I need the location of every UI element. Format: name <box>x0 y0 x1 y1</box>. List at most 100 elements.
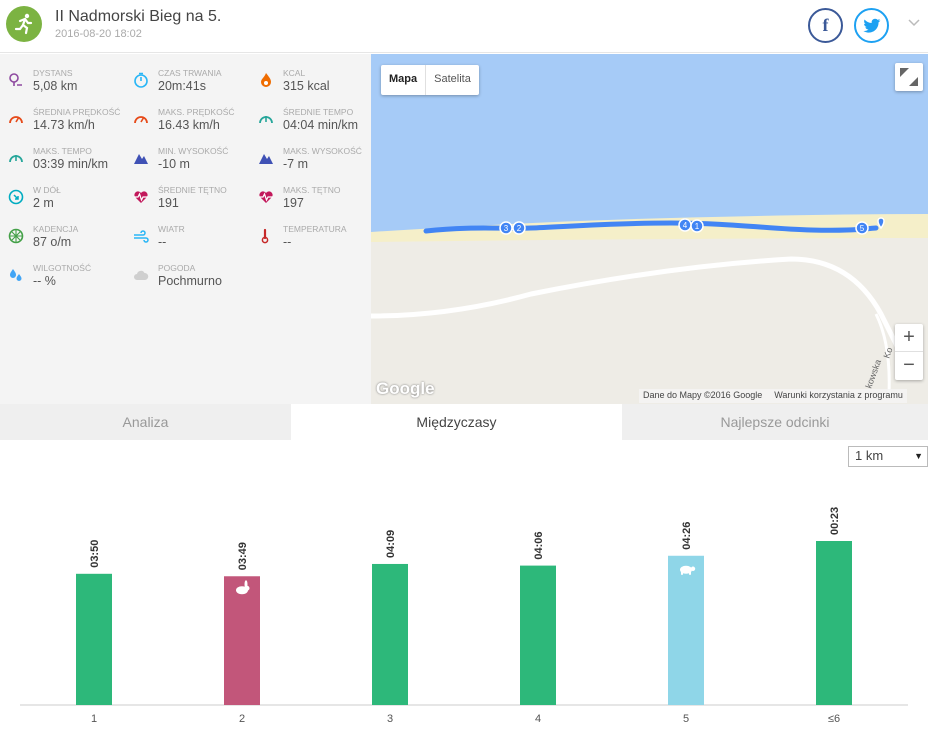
heart-rate-icon <box>133 189 149 205</box>
stat-value: -- <box>283 235 292 249</box>
heart-rate-icon <box>258 189 274 205</box>
bar-value-label: 04:26 <box>681 522 693 550</box>
split-marker-label: 3 <box>504 224 509 233</box>
pace-gauge-icon <box>8 150 24 166</box>
stat-value: 191 <box>158 196 179 210</box>
distance-pin-icon <box>8 72 24 88</box>
pace-gauge-icon <box>258 111 274 127</box>
stat-label: POGODA <box>158 263 196 273</box>
map-type-switch: Mapa Satelita <box>381 65 479 95</box>
fullscreen-button[interactable] <box>895 63 923 91</box>
analysis-tabs: Analiza Międzyczasy Najlepsze odcinki <box>0 404 928 440</box>
map-data-credit: Dane do Mapy ©2016 Google <box>643 390 763 400</box>
split-marker-3 <box>499 221 513 235</box>
bar-value-label: 04:09 <box>385 530 397 558</box>
tab-analiza[interactable]: Analiza <box>122 414 169 430</box>
stat-value: 14.73 km/h <box>33 118 95 132</box>
stat-label: TEMPERATURA <box>283 224 347 234</box>
split-marker-1 <box>690 219 704 233</box>
stat-label: DYSTANS <box>33 68 73 78</box>
stat-label: ŚREDNIA PRĘDKOŚĆ <box>33 107 121 117</box>
bar-2[interactable] <box>224 576 260 705</box>
stat-mountain: MIN. WYSOKOŚĆ -10 m <box>125 138 250 174</box>
stat-label: WILGOTNOŚĆ <box>33 263 92 273</box>
zoom-out-button[interactable]: − <box>903 354 915 376</box>
tab-najlepsze-odcinki[interactable]: Najlepsze odcinki <box>720 414 830 430</box>
zoom-in-button[interactable]: + <box>895 324 923 352</box>
stat-stopwatch: CZAS TRWANIA 20m:41s <box>125 60 250 96</box>
map-terms-link[interactable]: Warunki korzystania z programu <box>774 390 903 400</box>
stat-value: -10 m <box>158 157 190 171</box>
split-distance-select[interactable]: 1 km ▼ <box>848 446 928 467</box>
split-marker-5 <box>855 221 869 235</box>
map-attribution: Dane do Mapy ©2016 Google Warunki korzys… <box>639 389 907 403</box>
google-logo: Google <box>376 379 435 398</box>
wind-icon <box>133 228 149 244</box>
x-tick-label: 2 <box>239 713 245 725</box>
map-type-mapa[interactable]: Mapa <box>381 65 427 95</box>
thermometer-icon <box>258 228 274 244</box>
stat-label: WIATR <box>158 224 185 234</box>
stat-cadence-wheel: KADENCJA 87 o/m <box>0 216 125 252</box>
stat-label: MAKS. WYSOKOŚĆ <box>283 146 362 156</box>
tab-miedzyczasy[interactable]: Międzyczasy <box>291 404 622 440</box>
stat-cloud: POGODA Pochmurno <box>125 255 250 291</box>
descent-icon <box>8 189 24 205</box>
stat-flame: KCAL 315 kcal <box>250 60 375 96</box>
stat-value: 04:04 min/km <box>283 118 359 132</box>
split-marker-label: 2 <box>517 224 522 233</box>
stat-label: MAKS. PRĘDKOŚĆ <box>158 107 235 117</box>
speedometer-icon <box>133 111 149 127</box>
twitter-icon <box>862 18 880 33</box>
stats-panel: DYSTANS 5,08 km CZAS TRWANIA 20m:41s KCAL 315… <box>0 54 371 404</box>
split-marker-label: 5 <box>860 224 865 233</box>
split-distance-value: 1 km <box>855 448 884 463</box>
twitter-share-button[interactable] <box>854 8 889 43</box>
bar-≤6[interactable] <box>816 541 852 705</box>
split-marker-label: 1 <box>695 222 700 231</box>
bar-value-label: 00:23 <box>829 507 841 535</box>
stat-value: 315 kcal <box>283 79 330 93</box>
bar-3[interactable] <box>372 563 408 705</box>
stat-label: ŚREDNIE TEMPO <box>283 107 354 117</box>
facebook-share-button[interactable]: f <box>808 8 843 43</box>
stat-pace-gauge: ŚREDNIE TEMPO 04:04 min/km <box>250 99 375 135</box>
stat-label: KCAL <box>283 68 306 78</box>
stat-wind: WIATR -- <box>125 216 250 252</box>
mountain-icon <box>258 150 274 166</box>
speedometer-icon <box>8 111 24 127</box>
split-marker-label: 4 <box>683 221 688 230</box>
bar-value-label: 03:49 <box>237 542 249 570</box>
bar-5[interactable] <box>668 555 704 705</box>
bar-value-label: 04:06 <box>533 531 545 559</box>
stat-label: CZAS TRWANIA <box>158 68 222 78</box>
map-type-satelita[interactable]: Satelita <box>434 73 471 85</box>
stat-value: -- <box>158 235 167 249</box>
zoom-controls: + − <box>895 324 923 380</box>
stat-pace-gauge: MAKS. TEMPO 03:39 min/km <box>0 138 125 174</box>
finish-pin-icon <box>877 217 885 230</box>
stopwatch-icon <box>133 72 149 88</box>
stat-heart-rate: MAKS. TĘTNO 197 <box>250 177 375 213</box>
stat-value: 5,08 km <box>33 79 78 93</box>
stat-descent: W DÓŁ 2 m <box>0 177 125 213</box>
land-area <box>371 238 928 404</box>
x-tick-label: 3 <box>387 713 393 725</box>
facebook-icon: f <box>822 15 829 35</box>
stat-value: 87 o/m <box>33 235 72 249</box>
side-road <box>874 313 891 395</box>
stat-value: 20m:41s <box>158 79 206 93</box>
activity-title: II Nadmorski Bieg na 5. <box>55 8 222 25</box>
bar-1[interactable] <box>76 573 112 705</box>
street-label-2: Ko <box>881 346 894 360</box>
stat-value: 03:39 min/km <box>33 157 109 171</box>
stat-distance-pin: DYSTANS 5,08 km <box>0 60 125 96</box>
stat-humidity-drops: WILGOTNOŚĆ -- % <box>0 255 125 291</box>
road <box>371 256 904 356</box>
chevron-down-icon[interactable] <box>908 14 920 30</box>
splits-chart: 03:50 1 03:49 2 04:09 3 04:06 4 04:26 5 00:23 ≤6 <box>0 470 928 733</box>
bar-4[interactable] <box>520 565 556 705</box>
